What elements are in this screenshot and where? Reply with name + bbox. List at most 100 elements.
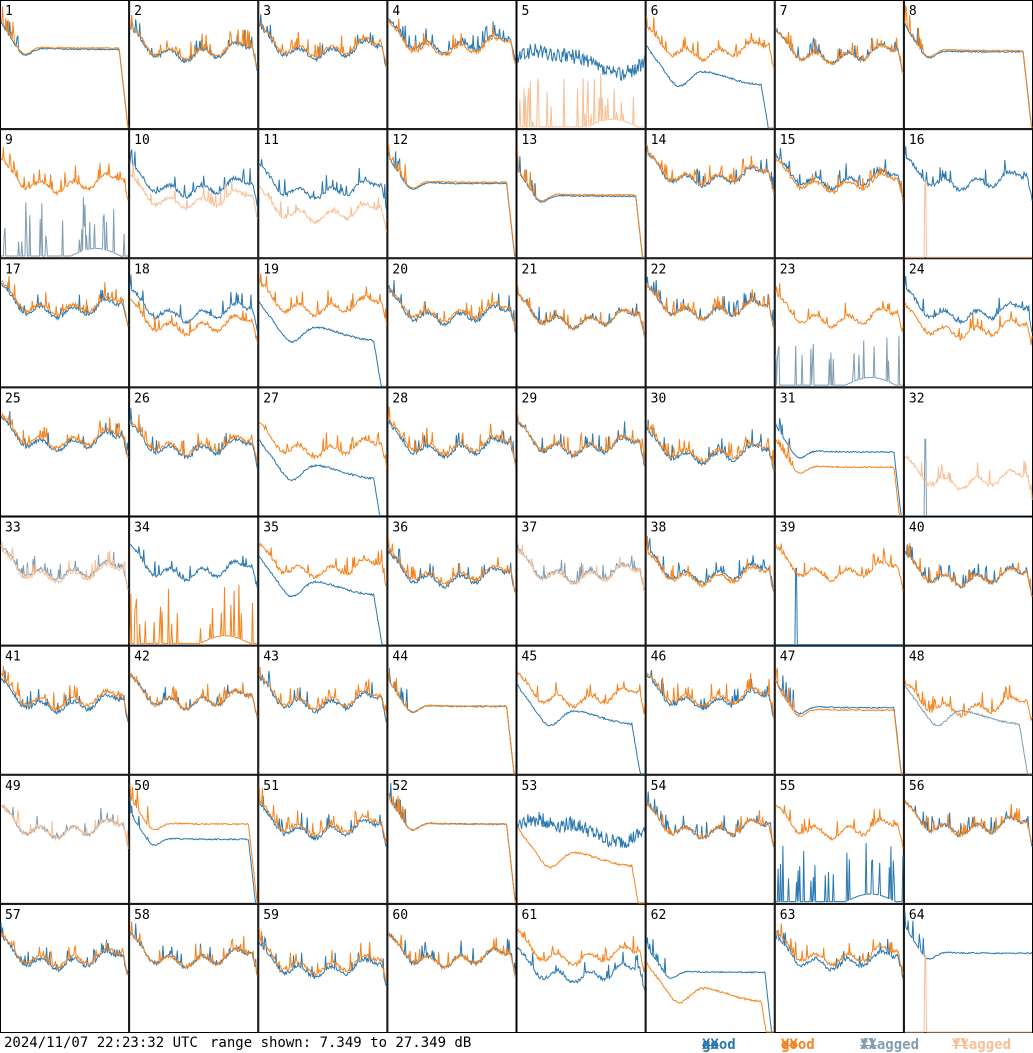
panel-label-45: 45 [522,650,538,665]
series-yy-51 [258,786,387,843]
legend-flagged-xx-pol: XX [860,1037,877,1053]
antenna-panel-31: 31 [774,387,904,517]
series-yy-14 [646,143,775,195]
panel-label-1: 1 [5,4,13,19]
series-yy-8 [904,5,1033,129]
panel-label-20: 20 [392,262,408,277]
series-xx-45 [517,684,645,775]
series-xx-27 [258,439,387,516]
series-yy-35 [258,542,387,586]
panel-label-39: 39 [780,521,796,536]
panel-label-22: 22 [651,262,667,277]
timestamp: 2024/11/07 22:23:32 UTC [4,1035,198,1051]
panel-label-8: 8 [909,4,917,19]
antenna-panel-6: 6 [645,0,775,130]
panel-label-28: 28 [392,391,408,406]
legend-good-yy-prefix: good [781,1037,815,1053]
panel-frame [516,258,646,388]
panel-label-4: 4 [392,4,400,19]
legend-good-xx-pol: XX [702,1037,719,1053]
antenna-panel-23: 23 [774,258,904,388]
series-xx-55 [775,842,904,903]
series-yy-40 [904,542,1033,597]
panel-label-44: 44 [392,650,408,665]
panel-label-16: 16 [909,133,925,148]
series-xx-62 [646,937,774,1033]
antenna-panel-52: 52 [387,774,517,904]
antenna-panel-54: 54 [645,774,775,904]
series-yy-48 [904,679,1033,721]
series-xx-34 [130,544,258,588]
panel-frame [129,903,259,1033]
series-xx-53 [517,812,646,848]
series-xx-47 [775,675,903,775]
series-xx-59 [258,935,387,987]
panel-frame [129,258,259,388]
series-xx-48 [904,684,1032,775]
series-yy-38 [646,535,775,592]
antenna-panel-38: 38 [645,516,775,646]
series-yy-34 [129,584,258,645]
series-yy-28 [387,406,516,466]
antenna-panel-33: 33 [0,516,130,646]
panel-frame [387,0,517,130]
panel-frame [516,516,646,646]
antenna-panel-25: 25 [0,387,130,517]
series-xx-39 [775,567,903,646]
panel-frame [0,387,130,517]
series-xx-36 [387,548,516,593]
panel-frame [129,645,259,775]
antenna-panel-2: 2 [129,0,259,130]
panel-label-27: 27 [263,391,279,406]
series-yy-11 [258,185,387,232]
series-yy-47 [775,667,903,775]
antenna-panel-60: 60 [387,903,517,1033]
series-yy-43 [258,666,387,718]
antenna-panel-61: 61 [516,903,646,1033]
legend-good-xx-prefix: good [702,1037,736,1053]
panel-label-6: 6 [651,4,659,19]
antenna-panel-7: 7 [774,0,904,130]
panel-frame [0,129,130,259]
antenna-panel-42: 42 [129,645,259,775]
series-yy-39 [775,543,904,592]
panel-label-38: 38 [651,521,667,536]
antenna-panel-51: 51 [258,774,388,904]
panel-label-30: 30 [651,391,667,406]
panel-frame [645,129,775,259]
antenna-panel-36: 36 [387,516,517,646]
panel-label-43: 43 [263,650,279,665]
series-yy-1 [0,6,129,129]
antenna-panel-17: 17 [0,258,130,388]
series-yy-19 [259,273,387,326]
series-yy-25 [0,412,129,459]
panel-label-57: 57 [5,908,21,923]
series-yy-42 [129,672,258,718]
series-xx-41 [0,670,129,723]
antenna-panel-13: 13 [516,129,646,259]
antenna-panel-9: 9 [0,129,130,259]
antenna-panel-3: 3 [258,0,388,130]
panel-label-2: 2 [134,4,142,19]
panel-label-54: 54 [651,779,667,794]
series-xx-19 [258,300,387,387]
panel-label-29: 29 [522,391,538,406]
panel-frame [516,774,646,904]
series-xx-33 [0,546,129,591]
antenna-panel-40: 40 [903,516,1033,646]
panel-label-31: 31 [780,391,796,406]
antenna-panel-5: 5 [516,0,646,130]
series-yy-45 [517,670,646,714]
series-xx-43 [258,670,387,723]
series-yy-55 [775,804,904,849]
series-yy-49 [0,804,129,850]
series-yy-58 [129,921,258,976]
antenna-panel-14: 14 [645,129,775,259]
antenna-panel-32: 32 [903,387,1033,517]
panel-label-47: 47 [780,650,796,665]
series-xx-9 [1,197,129,257]
legend-flagged-yy-prefix: flagged [952,1037,1012,1053]
series-xx-5 [517,43,646,82]
antenna-panel-39: 39 [774,516,904,646]
